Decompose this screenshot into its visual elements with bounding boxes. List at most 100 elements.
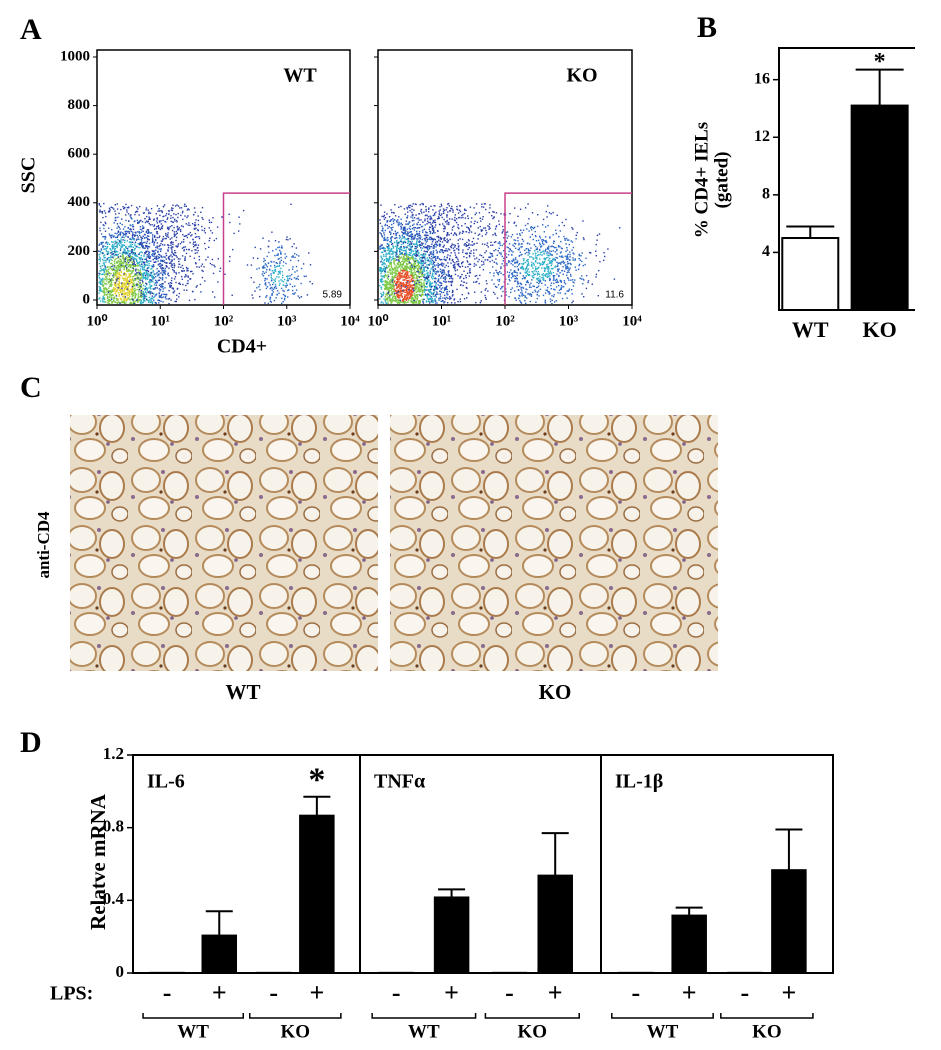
density-dot (124, 239, 126, 241)
density-dot (401, 260, 403, 263)
density-dot (446, 241, 448, 243)
density-dot (466, 260, 468, 262)
density-dot (408, 204, 410, 207)
density-dot (439, 206, 441, 208)
density-dot (407, 238, 410, 240)
density-dot (142, 267, 144, 270)
density-dot (109, 275, 111, 277)
density-dot (150, 284, 153, 287)
density-dot (405, 252, 407, 255)
density-dot (118, 280, 120, 282)
density-dot (462, 213, 464, 216)
density-dot (121, 254, 124, 256)
density-dot (140, 292, 142, 294)
density-dot (408, 243, 411, 246)
density-dot (414, 234, 416, 237)
density-dot (118, 286, 121, 288)
density-dot (130, 224, 132, 227)
density-dot (380, 233, 382, 235)
density-dot (454, 302, 456, 304)
density-dot (420, 268, 423, 270)
density-dot (191, 270, 193, 273)
density-dot (383, 259, 386, 261)
density-dot (194, 244, 196, 246)
density-dot (426, 214, 428, 216)
density-dot (140, 265, 142, 268)
density-dot (388, 290, 390, 293)
density-dot (428, 275, 430, 277)
density-dot (445, 264, 447, 267)
density-dot (417, 289, 420, 291)
density-dot (146, 260, 148, 262)
density-dot (111, 296, 113, 298)
density-dot (143, 237, 146, 239)
density-dot (131, 284, 134, 286)
density-dot (493, 250, 495, 252)
density-dot (139, 220, 141, 222)
y-tick-label: 200 (68, 243, 91, 259)
density-dot (124, 302, 126, 304)
density-dot (99, 290, 102, 292)
density-dot (400, 293, 403, 295)
density-dot (455, 233, 457, 235)
density-dot (159, 262, 162, 265)
density-dot (405, 258, 408, 260)
density-dot (395, 250, 398, 252)
density-dot (99, 280, 101, 283)
density-dot (398, 286, 400, 288)
density-dot (416, 238, 418, 240)
density-dot (141, 242, 144, 244)
density-dot (292, 266, 294, 268)
density-dot (100, 270, 102, 272)
density-dot (391, 243, 393, 246)
density-dot (122, 251, 125, 254)
density-dot (386, 298, 388, 300)
density-dot (397, 259, 399, 261)
density-dot (117, 238, 119, 241)
density-dot (127, 251, 129, 253)
density-dot (419, 272, 421, 274)
density-dot (386, 294, 388, 296)
density-dot (450, 277, 453, 279)
density-dot (153, 296, 155, 299)
density-dot (434, 288, 436, 290)
density-dot (391, 242, 394, 245)
density-dot (382, 230, 384, 232)
density-dot (427, 216, 430, 218)
density-dot (398, 216, 400, 218)
density-dot (408, 281, 411, 284)
density-dot (413, 280, 416, 283)
density-dot (418, 266, 420, 268)
density-dot (146, 221, 149, 223)
density-dot (136, 272, 139, 274)
density-dot (140, 244, 143, 247)
density-dot (150, 300, 152, 302)
density-dot (383, 216, 385, 218)
density-dot (114, 283, 116, 285)
density-dot (411, 292, 413, 295)
density-dot (429, 274, 431, 276)
density-dot (134, 252, 136, 254)
density-dot (426, 277, 429, 280)
density-dot (383, 214, 385, 217)
density-dot (400, 226, 403, 229)
y-tick-label: 400 (68, 194, 91, 210)
density-dot (414, 281, 416, 283)
density-dot (406, 275, 409, 277)
density-dot (125, 292, 127, 294)
density-dot (412, 224, 414, 226)
density-dot (414, 226, 417, 229)
density-dot (408, 289, 410, 291)
density-dot (120, 270, 122, 273)
density-dot (282, 301, 284, 303)
density-dot (104, 291, 106, 294)
density-dot (115, 269, 117, 271)
density-dot (130, 264, 132, 266)
density-dot (395, 287, 398, 290)
density-dot (396, 301, 398, 303)
density-dot (130, 250, 133, 252)
density-dot (399, 273, 401, 275)
density-dot (124, 230, 126, 233)
density-dot (484, 203, 486, 205)
density-dot (423, 286, 426, 288)
